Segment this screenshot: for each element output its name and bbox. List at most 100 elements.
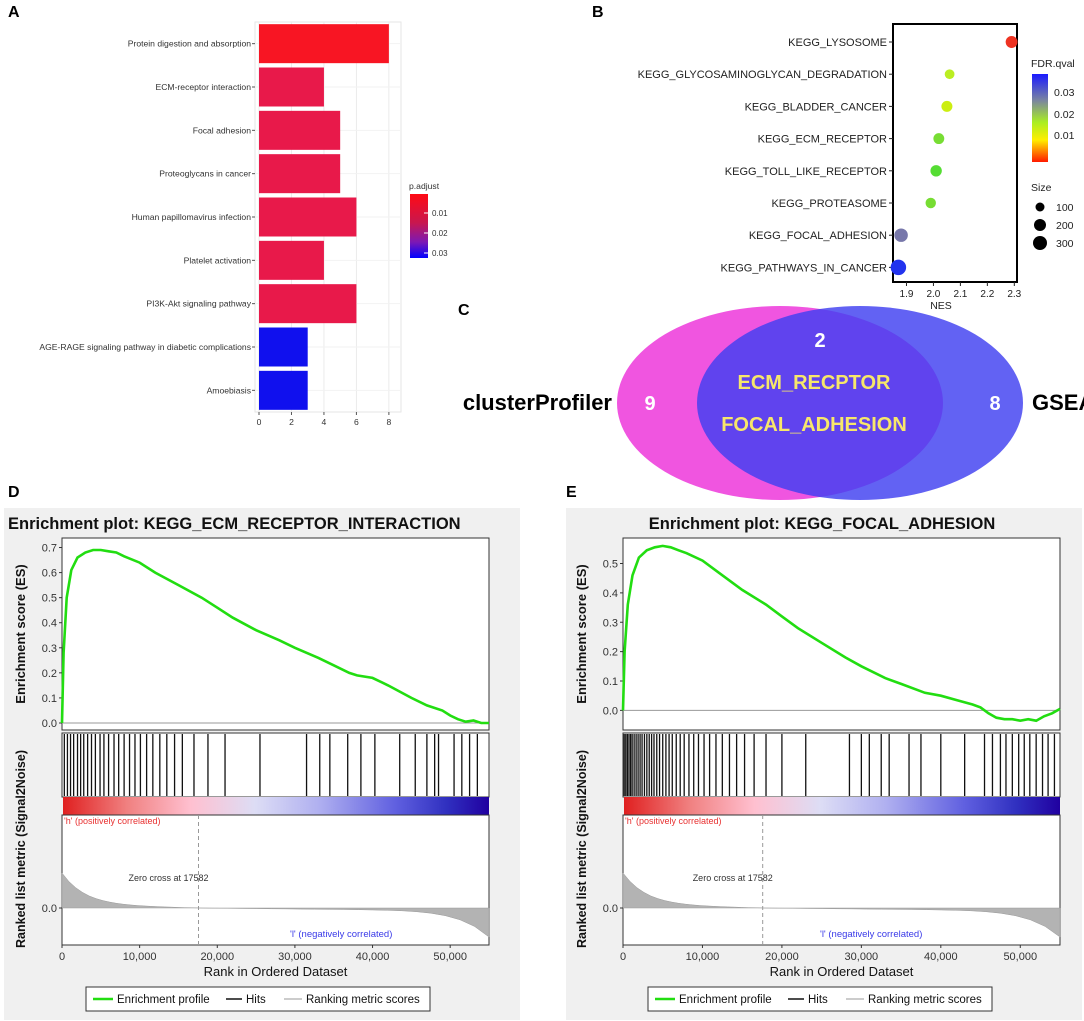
panel-letter-a: A bbox=[8, 4, 20, 21]
panel-b-legend-color: FDR.qval 0.03 0.02 0.01 bbox=[1031, 58, 1075, 162]
panel-e-xtick-label: 40,000 bbox=[924, 951, 958, 963]
panel-d-xlabel: Rank in Ordered Dataset bbox=[204, 964, 348, 979]
panel-e-es-ytick-label: 0.4 bbox=[603, 588, 618, 600]
panel-b-category-label: KEGG_FOCAL_ADHESION bbox=[749, 230, 887, 242]
panel-d-es-ytick-label: 0.5 bbox=[42, 593, 57, 605]
panel-b-category-label: KEGG_PROTEASOME bbox=[771, 198, 887, 210]
panel-a-bar bbox=[259, 327, 308, 367]
panel-b-xtick-label: 1.9 bbox=[900, 289, 914, 300]
panel-b-category-label: KEGG_ECM_RECEPTOR bbox=[758, 134, 887, 146]
panel-b-legend-color-title: FDR.qval bbox=[1031, 58, 1075, 70]
panel-d-pos-label: 'h' (positively correlated) bbox=[64, 816, 160, 826]
panel-a-legend: p.adjust 0.01 0.02 0.03 bbox=[409, 181, 448, 258]
panel-b-legend-color-label: 0.01 bbox=[1054, 130, 1075, 142]
panel-a-category-label: Proteoglycans in cancer bbox=[159, 169, 251, 179]
panel-b-dot bbox=[894, 228, 908, 242]
panel-e-metric-plot bbox=[622, 814, 1061, 946]
panel-b-category-label: KEGG_BLADDER_CANCER bbox=[745, 101, 887, 113]
panel-d-title: Enrichment plot: KEGG_ECM_RECEPTOR_INTER… bbox=[8, 515, 461, 533]
panel-b-legend-size-dot bbox=[1035, 202, 1045, 212]
panel-a-legend-colorbar bbox=[410, 194, 428, 258]
panel-e-metric-ytick-label: 0.0 bbox=[603, 903, 618, 915]
panel-e-es-ytick-label: 0.2 bbox=[603, 647, 618, 659]
panel-d-xtick-label: 10,000 bbox=[123, 951, 157, 963]
panel-c-left-label: clusterProfiler bbox=[463, 390, 613, 415]
panel-d-metric-ylabel: Ranked list metric (Signal2Noise) bbox=[14, 750, 28, 948]
panel-d-es-ylabel: Enrichment score (ES) bbox=[13, 564, 28, 703]
panel-d-legend-hits-label: Hits bbox=[246, 994, 266, 1006]
panel-d-xtick-label: 50,000 bbox=[433, 951, 467, 963]
panel-e-heat-bar bbox=[624, 797, 1060, 815]
panel-e-gsea: Enrichment plot: KEGG_FOCAL_ADHESION 0.0 0… bbox=[566, 508, 1082, 1020]
panel-c-venn: clusterProfiler GSEA 9 8 2 ECM_RECPTOR FOCAL_A… bbox=[463, 306, 1084, 500]
panel-d-xtick-label: 30,000 bbox=[278, 951, 312, 963]
panel-c-right-circle bbox=[697, 306, 1023, 500]
panel-d-neg-label: 'l' (negatively correlated) bbox=[290, 929, 392, 940]
panel-a-category-label: ECM-receptor interaction bbox=[155, 82, 251, 92]
panel-b-legend-size-label: 200 bbox=[1056, 220, 1074, 232]
panel-b-legend-size: Size 100 200 300 bbox=[1031, 182, 1074, 250]
panel-b-dot bbox=[941, 100, 953, 112]
panel-a-category-label: Human papillomavirus infection bbox=[132, 212, 252, 222]
panel-a-bar bbox=[259, 110, 341, 150]
panel-a-category-label: Platelet activation bbox=[184, 255, 252, 265]
panel-e-legend-es-label: Enrichment profile bbox=[679, 994, 772, 1006]
panel-e-title: Enrichment plot: KEGG_FOCAL_ADHESION bbox=[649, 515, 996, 533]
panel-c-left-count: 9 bbox=[644, 393, 655, 415]
panel-e-legend-hits-label: Hits bbox=[808, 994, 828, 1006]
panel-b-category-label: KEGG_PATHWAYS_IN_CANCER bbox=[721, 262, 888, 274]
panel-a-chart: Protein digestion and absorption ECM-rece… bbox=[39, 21, 448, 427]
panel-a-bar bbox=[259, 284, 357, 324]
panel-e-es-ytick-label: 0.1 bbox=[603, 676, 618, 688]
panel-d-legend-es-label: Enrichment profile bbox=[117, 994, 210, 1006]
panel-e-hits-plot bbox=[622, 732, 1061, 798]
panel-a-bar bbox=[259, 154, 341, 194]
panel-a-xtick-label: 8 bbox=[386, 417, 391, 427]
panel-e-pos-label: 'h' (positively correlated) bbox=[625, 816, 721, 826]
panel-letter-c: C bbox=[458, 302, 470, 319]
panel-d-es-ytick-label: 0.2 bbox=[42, 668, 57, 680]
panel-a-xtick-label: 2 bbox=[289, 417, 294, 427]
panel-d-gsea: Enrichment plot: KEGG_ECM_RECEPTOR_INTER… bbox=[4, 508, 520, 1020]
panel-a-category-label: Amoebiasis bbox=[207, 385, 251, 395]
panel-b-chart: KEGG_LYSOSOME KEGG_GLYCOSAMINOGLYCAN_DEGR… bbox=[638, 23, 1075, 312]
panel-e-xtick-label: 10,000 bbox=[686, 951, 720, 963]
panel-e-zero-cross-label: Zero cross at 17582 bbox=[693, 873, 773, 883]
panel-d-metric-plot bbox=[61, 814, 490, 946]
panel-d-es-ytick-label: 0.4 bbox=[42, 618, 57, 630]
panel-e-legend-metric-label: Ranking metric scores bbox=[868, 994, 982, 1006]
panel-a-xtick-label: 6 bbox=[354, 417, 359, 427]
panel-letter-b: B bbox=[592, 4, 604, 21]
panel-b-xtick-label: 2.1 bbox=[953, 289, 967, 300]
panel-e-es-ytick-label: 0.0 bbox=[603, 705, 618, 717]
panel-c-overlap-item: ECM_RECPTOR bbox=[738, 372, 892, 394]
panel-d-es-ytick-label: 0.7 bbox=[42, 543, 57, 555]
panel-c-right-count: 8 bbox=[989, 393, 1000, 415]
panel-e-es-ytick-label: 0.3 bbox=[603, 617, 618, 629]
panel-e-xtick-label: 0 bbox=[620, 951, 626, 963]
panel-a-xtick-label: 4 bbox=[322, 417, 327, 427]
panel-e-xtick-label: 20,000 bbox=[765, 951, 799, 963]
panel-e-es-ylabel: Enrichment score (ES) bbox=[574, 564, 589, 703]
panel-e-metric-ylabel: Ranked list metric (Signal2Noise) bbox=[575, 750, 589, 948]
panel-a-bar bbox=[259, 197, 357, 237]
panel-b-dot bbox=[933, 133, 945, 145]
panel-d-heat-bar bbox=[63, 797, 489, 815]
panel-b-legend-size-dot bbox=[1033, 236, 1047, 250]
panel-e-xlabel: Rank in Ordered Dataset bbox=[770, 964, 914, 979]
panel-e-legend: Enrichment profile Hits Ranking metric sco… bbox=[647, 986, 993, 1012]
panel-a-category-label: PI3K-Akt signaling pathway bbox=[146, 299, 251, 309]
panel-b-legend-color-label: 0.03 bbox=[1054, 87, 1075, 99]
panel-b-legend-size-title: Size bbox=[1031, 182, 1052, 194]
panel-d-es-line bbox=[60, 548, 489, 725]
panel-d-es-ytick-label: 0.0 bbox=[42, 718, 57, 730]
panel-a-legend-title: p.adjust bbox=[409, 181, 440, 191]
panel-e-xtick-label: 30,000 bbox=[845, 951, 879, 963]
panel-d-es-plot bbox=[61, 537, 490, 731]
panel-b-legend-size-label: 100 bbox=[1056, 202, 1074, 214]
panel-b-xtick-label: 2.0 bbox=[926, 289, 940, 300]
panel-a-category-label: Protein digestion and absorption bbox=[128, 39, 251, 49]
panel-b-legend-color-label: 0.02 bbox=[1054, 109, 1075, 121]
panel-d-es-ytick-label: 0.1 bbox=[42, 693, 57, 705]
